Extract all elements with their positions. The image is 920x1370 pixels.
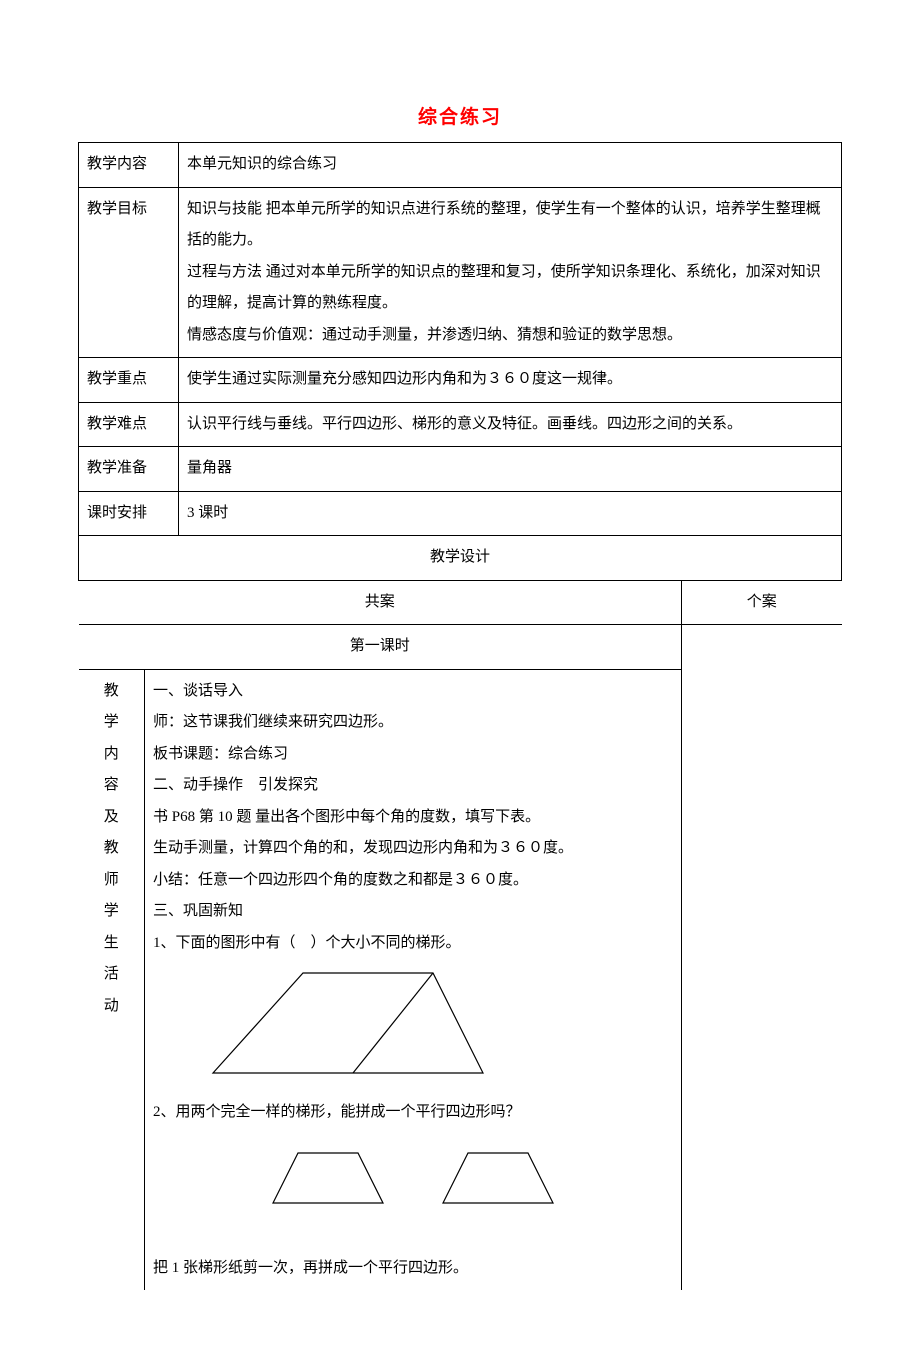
lesson-plan-table: 教学内容 本单元知识的综合练习 教学目标 知识与技能 把本单元所学的知识点进行系… [78, 142, 842, 1290]
label-keypoint: 教学重点 [79, 358, 179, 403]
value-prep: 量角器 [179, 447, 842, 492]
section-3-heading: 三、巩固新知 [153, 896, 673, 928]
lesson-body: 一、谈话导入 师：这节课我们继续来研究四边形。 板书课题：综合练习 二、动手操作… [153, 676, 673, 1285]
vchar: 学 [87, 896, 137, 928]
row-content: 教学内容 本单元知识的综合练习 [79, 143, 842, 188]
vchar: 内 [87, 739, 137, 771]
body-p2: 板书课题：综合练习 [153, 739, 673, 771]
nested-container: 共案 个案 第一课时 教 学 内 容 及 [79, 580, 842, 1290]
main-body-cell: 一、谈话导入 师：这节课我们继续来研究四边形。 板书课题：综合练习 二、动手操作… [145, 669, 682, 1290]
trapezoid-diagram-icon [173, 963, 533, 1083]
vchar: 容 [87, 770, 137, 802]
nested-table: 共案 个案 第一课时 教 学 内 容 及 [79, 581, 842, 1291]
row-nested: 共案 个案 第一课时 教 学 内 容 及 [79, 580, 842, 1290]
vchar: 学 [87, 707, 137, 739]
gean-header: 个案 [682, 581, 842, 625]
goal-p3: 情感态度与价值观：通过动手测量，并渗透归纳、猜想和验证的数学思想。 [187, 320, 833, 352]
label-goal: 教学目标 [79, 187, 179, 358]
value-keypoint: 使学生通过实际测量充分感知四边形内角和为３６０度这一规律。 [179, 358, 842, 403]
section-1-heading: 一、谈话导入 [153, 676, 673, 708]
section-2-heading: 二、动手操作 引发探究 [153, 770, 673, 802]
row-schedule: 课时安排 3 课时 [79, 491, 842, 536]
label-difficulty: 教学难点 [79, 402, 179, 447]
value-schedule: 3 课时 [179, 491, 842, 536]
body-p5: 小结：任意一个四边形四个角的度数之和都是３６０度。 [153, 865, 673, 897]
row-design-header: 教学设计 [79, 536, 842, 581]
row-case-headers: 共案 个案 [79, 581, 842, 625]
goal-p1: 知识与技能 把本单元所学的知识点进行系统的整理，使学生有一个整体的认识，培养学生… [187, 194, 833, 257]
vchar: 动 [87, 991, 137, 1023]
row-keypoint: 教学重点 使学生通过实际测量充分感知四边形内角和为３６０度这一规律。 [79, 358, 842, 403]
body-p3: 书 P68 第 10 题 量出各个图形中每个角的度数，填写下表。 [153, 802, 673, 834]
vchar: 及 [87, 802, 137, 834]
vchar: 师 [87, 865, 137, 897]
q3-text: 把 1 张梯形纸剪一次，再拼成一个平行四边形。 [153, 1253, 673, 1285]
gongan-header: 共案 [79, 581, 682, 625]
vchar: 教 [87, 833, 137, 865]
label-prep: 教学准备 [79, 447, 179, 492]
page-title: 综合练习 [78, 100, 842, 136]
body-p4: 生动手测量，计算四个角的和，发现四边形内角和为３６０度。 [153, 833, 673, 865]
vchar: 教 [87, 676, 137, 708]
row-difficulty: 教学难点 认识平行线与垂线。平行四边形、梯形的意义及特征。画垂线。四边形之间的关… [79, 402, 842, 447]
left-vertical-label: 教 学 内 容 及 教 师 学 生 活 动 [79, 669, 145, 1290]
gean-cell [682, 625, 842, 1291]
row-prep: 教学准备 量角器 [79, 447, 842, 492]
label-schedule: 课时安排 [79, 491, 179, 536]
trap-a [273, 1153, 383, 1203]
figure-1 [173, 963, 673, 1083]
design-header: 教学设计 [79, 536, 842, 581]
row-lesson1-header: 第一课时 [79, 625, 842, 670]
vchar: 活 [87, 959, 137, 991]
value-goal: 知识与技能 把本单元所学的知识点进行系统的整理，使学生有一个整体的认识，培养学生… [179, 187, 842, 358]
q2-text: 2、用两个完全一样的梯形，能拼成一个平行四边形吗？ [153, 1097, 673, 1129]
figure-2 [263, 1143, 673, 1213]
inner-slash [353, 973, 433, 1073]
value-content: 本单元知识的综合练习 [179, 143, 842, 188]
q1-text: 1、下面的图形中有（ ）个大小不同的梯形。 [153, 928, 673, 960]
body-p1: 师：这节课我们继续来研究四边形。 [153, 707, 673, 739]
lesson1-header: 第一课时 [79, 625, 682, 670]
vchar: 生 [87, 928, 137, 960]
row-goal: 教学目标 知识与技能 把本单元所学的知识点进行系统的整理，使学生有一个整体的认识… [79, 187, 842, 358]
goal-p2: 过程与方法 通过对本单元所学的知识点的整理和复习，使所学知识条理化、系统化，加深… [187, 257, 833, 320]
two-trapezoids-icon [263, 1143, 583, 1213]
trap-b [443, 1153, 553, 1203]
outer-trapezoid [213, 973, 483, 1073]
label-content: 教学内容 [79, 143, 179, 188]
value-difficulty: 认识平行线与垂线。平行四边形、梯形的意义及特征。画垂线。四边形之间的关系。 [179, 402, 842, 447]
page: 综合练习 教学内容 本单元知识的综合练习 教学目标 知识与技能 把本单元所学的知… [0, 0, 920, 1370]
